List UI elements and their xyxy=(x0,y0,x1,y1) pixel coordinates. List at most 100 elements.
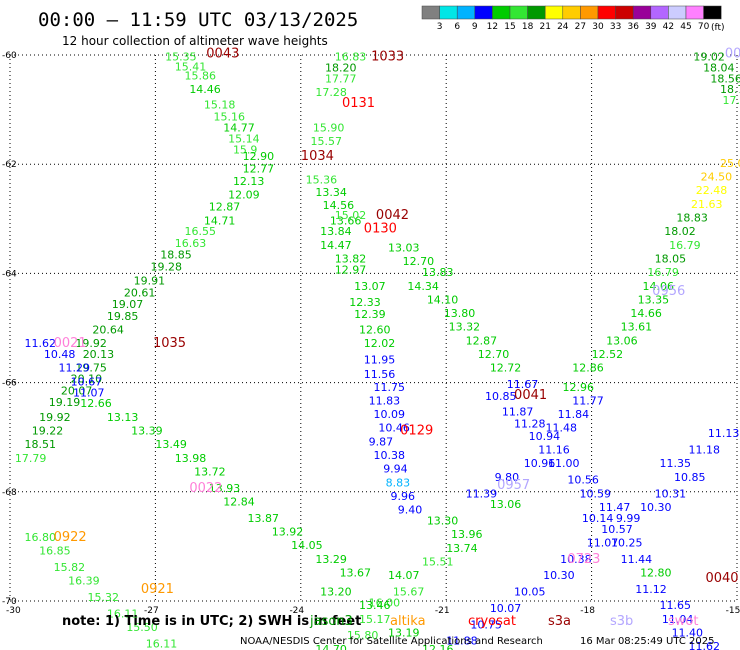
wave-height-label: 10.07 xyxy=(490,602,522,615)
wave-height-label: 11.35 xyxy=(659,457,691,470)
wave-height-label: 15.32 xyxy=(88,591,120,604)
wave-height-label: 11.87 xyxy=(502,405,533,418)
wave-height-label: 13.30 xyxy=(427,515,459,528)
wave-height-label: 11.84 xyxy=(558,408,590,421)
wave-height-label: 10.67 xyxy=(71,375,103,388)
colorbar-tick-label: 45 xyxy=(680,22,691,32)
wave-height-label: 11.88 xyxy=(446,635,478,648)
x-tick-label: -15 xyxy=(726,606,740,616)
wave-height-label: 16.39 xyxy=(68,575,100,588)
wave-height-label: 18.83 xyxy=(676,212,708,225)
wave-height-label: 14.05 xyxy=(291,539,323,552)
wave-height-label: 10.38 xyxy=(374,449,406,462)
wave-height-label: 13.87 xyxy=(247,512,279,525)
colorbar-tick-label: 9 xyxy=(472,22,478,32)
wave-height-label: 16.63 xyxy=(175,237,207,250)
wave-height-label: 13.93 xyxy=(209,482,241,495)
wave-height-label: 13.67 xyxy=(340,566,372,579)
wave-height-label: 11.44 xyxy=(621,553,653,566)
wave-height-label: 10.14 xyxy=(582,512,614,525)
wave-height-label: 13.66 xyxy=(330,214,362,227)
chart-title: 00:00 – 11:59 UTC 03/13/2025 xyxy=(38,9,358,31)
wave-height-label: 10.85 xyxy=(674,471,706,484)
x-tick-label: -30 xyxy=(6,606,21,616)
wave-height-label: 13.13 xyxy=(107,411,139,424)
wave-height-label: 13.92 xyxy=(272,525,304,538)
wave-height-label: 15.35 xyxy=(165,50,197,63)
wave-height-label: 15.80 xyxy=(347,629,379,642)
satellite-legend-item: swot xyxy=(668,614,698,629)
wave-height-label: 12.87 xyxy=(466,334,498,347)
wave-height-label: 14.71 xyxy=(204,214,236,227)
wave-height-label: 20.07 xyxy=(61,385,93,398)
wave-height-label: 15.51 xyxy=(422,556,454,569)
wave-height-label: 10.57 xyxy=(601,523,633,536)
wave-height-label: 10.94 xyxy=(529,430,561,443)
wave-height-label: 13.74 xyxy=(446,542,478,555)
wave-height-label: 11.29 xyxy=(58,362,90,375)
colorbar-swatch xyxy=(421,5,440,20)
pass-time-label: 0041 xyxy=(725,47,740,62)
satellite-legend-item: jason3 xyxy=(309,614,353,629)
colorbar-tick-label: 18 xyxy=(522,22,534,32)
wave-height-label: 19.91 xyxy=(134,274,166,287)
wave-height-label: 19.92 xyxy=(75,337,107,350)
wave-height-label: 11.00 xyxy=(548,457,580,470)
wave-height-label: 16.11 xyxy=(146,637,178,650)
colorbar-swatch xyxy=(597,5,616,20)
wave-height-label: 11.48 xyxy=(546,422,578,435)
wave-height-label: 8.83 xyxy=(386,476,411,489)
pass-time-label: 1034 xyxy=(301,149,334,164)
wave-height-label: 9.96 xyxy=(390,490,415,503)
y-tick-label: -66 xyxy=(2,379,17,389)
wave-height-label: 11.62 xyxy=(25,337,57,350)
wave-height-label: 14.66 xyxy=(630,307,662,320)
colorbar-swatch xyxy=(668,5,687,20)
wave-height-label: 11.04 xyxy=(662,613,694,626)
pass-time-label: 0129 xyxy=(400,423,433,438)
wave-height-label: 12.84 xyxy=(223,495,255,508)
wave-height-label: 13.46 xyxy=(359,599,391,612)
wave-height-label: 12.70 xyxy=(403,255,435,268)
wave-height-label: 17.77 xyxy=(325,72,357,85)
colorbar-tick-label: 36 xyxy=(627,22,639,32)
wave-height-label: 12.39 xyxy=(354,308,386,321)
wave-height-label: 16.85 xyxy=(39,545,71,558)
wave-height-label: 14.34 xyxy=(407,280,439,293)
wave-height-label: 19.28 xyxy=(151,261,183,274)
colorbar-tick-label: 42 xyxy=(663,22,674,32)
wave-height-label: 19.85 xyxy=(107,310,139,323)
colorbar-tick-label: 33 xyxy=(610,22,621,32)
wave-height-label: 15.82 xyxy=(54,561,85,574)
wave-height-label: 18.04 xyxy=(703,61,735,74)
wave-height-label: 9.40 xyxy=(398,504,423,517)
wave-height-label: 12.02 xyxy=(364,337,396,350)
wave-height-label: 13.83 xyxy=(422,266,454,279)
wave-height-label: 15.41 xyxy=(175,60,207,73)
pass-time-label: 0021 xyxy=(54,336,87,351)
wave-height-label: 13.07 xyxy=(354,280,386,293)
colorbar-swatch xyxy=(456,5,476,20)
colorbar-tick-label: 27 xyxy=(575,22,586,32)
wave-height-label: 11.16 xyxy=(538,444,570,457)
footer-timestamp: 16 Mar 08:25:49 UTC 2025 xyxy=(580,636,715,647)
wave-height-label: 16.11 xyxy=(107,607,139,620)
wave-height-label: 17.79 xyxy=(15,452,46,465)
wave-height-label: 20.10 xyxy=(71,373,103,386)
colorbar-swatch xyxy=(492,5,511,20)
wave-height-label: 13.06 xyxy=(606,334,638,347)
wave-height-label: 11.07 xyxy=(73,386,105,399)
y-tick-label: -60 xyxy=(2,51,17,61)
wave-height-label: 11.12 xyxy=(635,583,667,596)
pass-time-label: 0723 xyxy=(567,552,600,567)
wave-height-label: 10.85 xyxy=(485,390,517,403)
y-tick-label: -62 xyxy=(2,160,17,170)
wave-height-label: 19.07 xyxy=(112,298,144,311)
wave-height-label: 11.07 xyxy=(587,536,619,549)
wave-height-label: 14.06 xyxy=(642,280,674,293)
pass-time-label: 0957 xyxy=(497,478,530,493)
footer-credit: NOAA/NESDIS Center for Satellite Applica… xyxy=(240,636,543,647)
wave-height-label: 16.80 xyxy=(25,531,57,544)
